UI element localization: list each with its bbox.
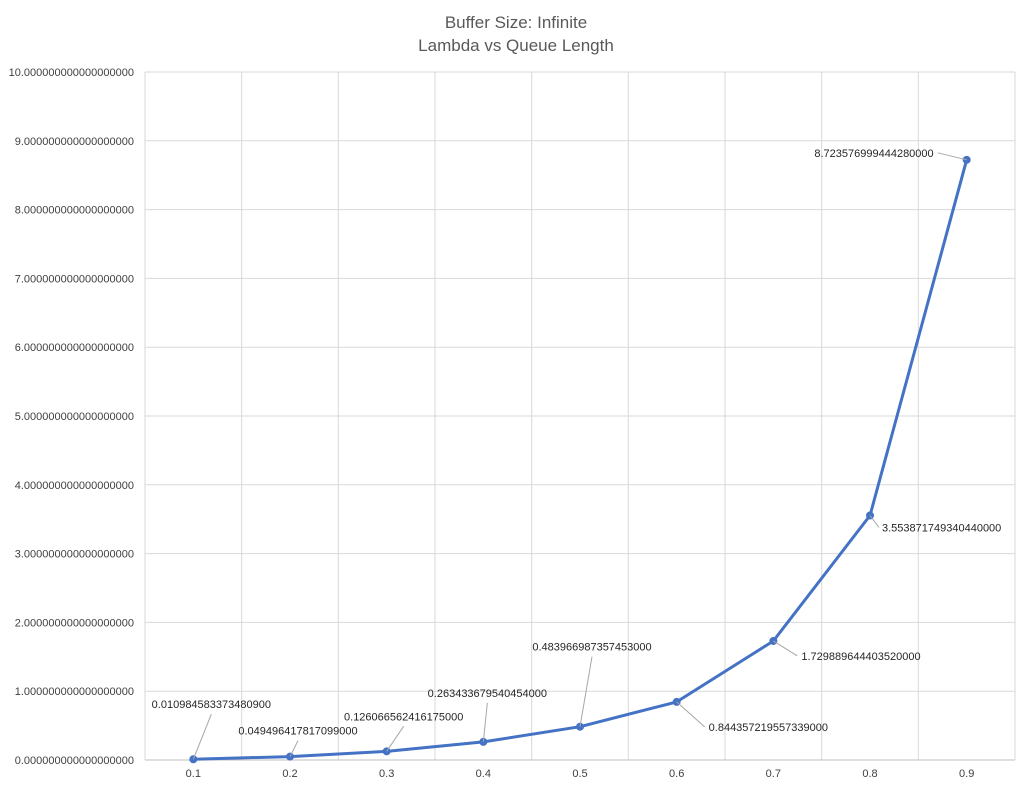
y-tick-label: 2.000000000000000000	[15, 617, 134, 629]
chart-subtitle: Lambda vs Queue Length	[418, 36, 614, 55]
x-tick-label: 0.4	[476, 768, 491, 780]
data-labels: 0.010984583373480900 0.049496417817099000…	[152, 148, 1001, 760]
x-tick-label: 0.3	[379, 768, 394, 780]
leader-line	[869, 515, 880, 528]
x-tick-label: 0.6	[669, 768, 684, 780]
y-tick-label: 5.000000000000000000	[15, 411, 134, 423]
data-label: 0.126066562416175000	[344, 711, 463, 723]
y-tick-label: 6.000000000000000000	[15, 342, 134, 354]
data-label: 0.483966987357453000	[532, 642, 651, 654]
x-tick-label: 0.2	[282, 768, 297, 780]
y-tick-label: 7.000000000000000000	[15, 273, 134, 285]
leader-line	[386, 726, 405, 752]
y-tick-label: 10.000000000000000000	[9, 67, 134, 79]
y-tick-label: 0.000000000000000000	[15, 755, 134, 767]
data-label: 0.010984583373480900	[152, 699, 271, 711]
y-tick-label: 9.000000000000000000	[15, 136, 134, 148]
y-tick-label: 8.000000000000000000	[15, 205, 134, 217]
leader-line	[289, 740, 299, 757]
data-label: 0.263433679540454000	[428, 688, 547, 700]
leader-line	[579, 656, 593, 727]
data-label: 8.723576999444280000	[814, 148, 933, 160]
data-label: 0.049496417817099000	[238, 726, 357, 738]
data-label: 1.729889644403520000	[801, 651, 920, 663]
leader-line	[676, 701, 705, 728]
y-tick-label: 4.000000000000000000	[15, 480, 134, 492]
leader-line	[937, 152, 967, 161]
data-label: 0.844357219557339000	[709, 722, 828, 734]
x-tick-label: 0.9	[959, 768, 974, 780]
y-tick-label: 1.000000000000000000	[15, 686, 134, 698]
leader-line	[773, 640, 798, 657]
leader-line	[192, 714, 212, 760]
x-tick-label: 0.8	[862, 768, 877, 780]
x-tick-label: 0.1	[186, 768, 201, 780]
chart-title: Buffer Size: Infinite	[445, 13, 587, 32]
axes: 0.000000000000000000 1.000000000000000000…	[9, 67, 1015, 780]
series-layer	[189, 155, 971, 764]
x-tick-label: 0.5	[572, 768, 587, 780]
series-line	[191, 158, 969, 761]
gridlines	[144, 71, 1016, 760]
y-tick-label: 3.000000000000000000	[15, 549, 134, 561]
x-tick-label: 0.7	[766, 768, 781, 780]
leader-line	[482, 702, 488, 742]
data-label: 3.553871749340440000	[882, 522, 1001, 534]
